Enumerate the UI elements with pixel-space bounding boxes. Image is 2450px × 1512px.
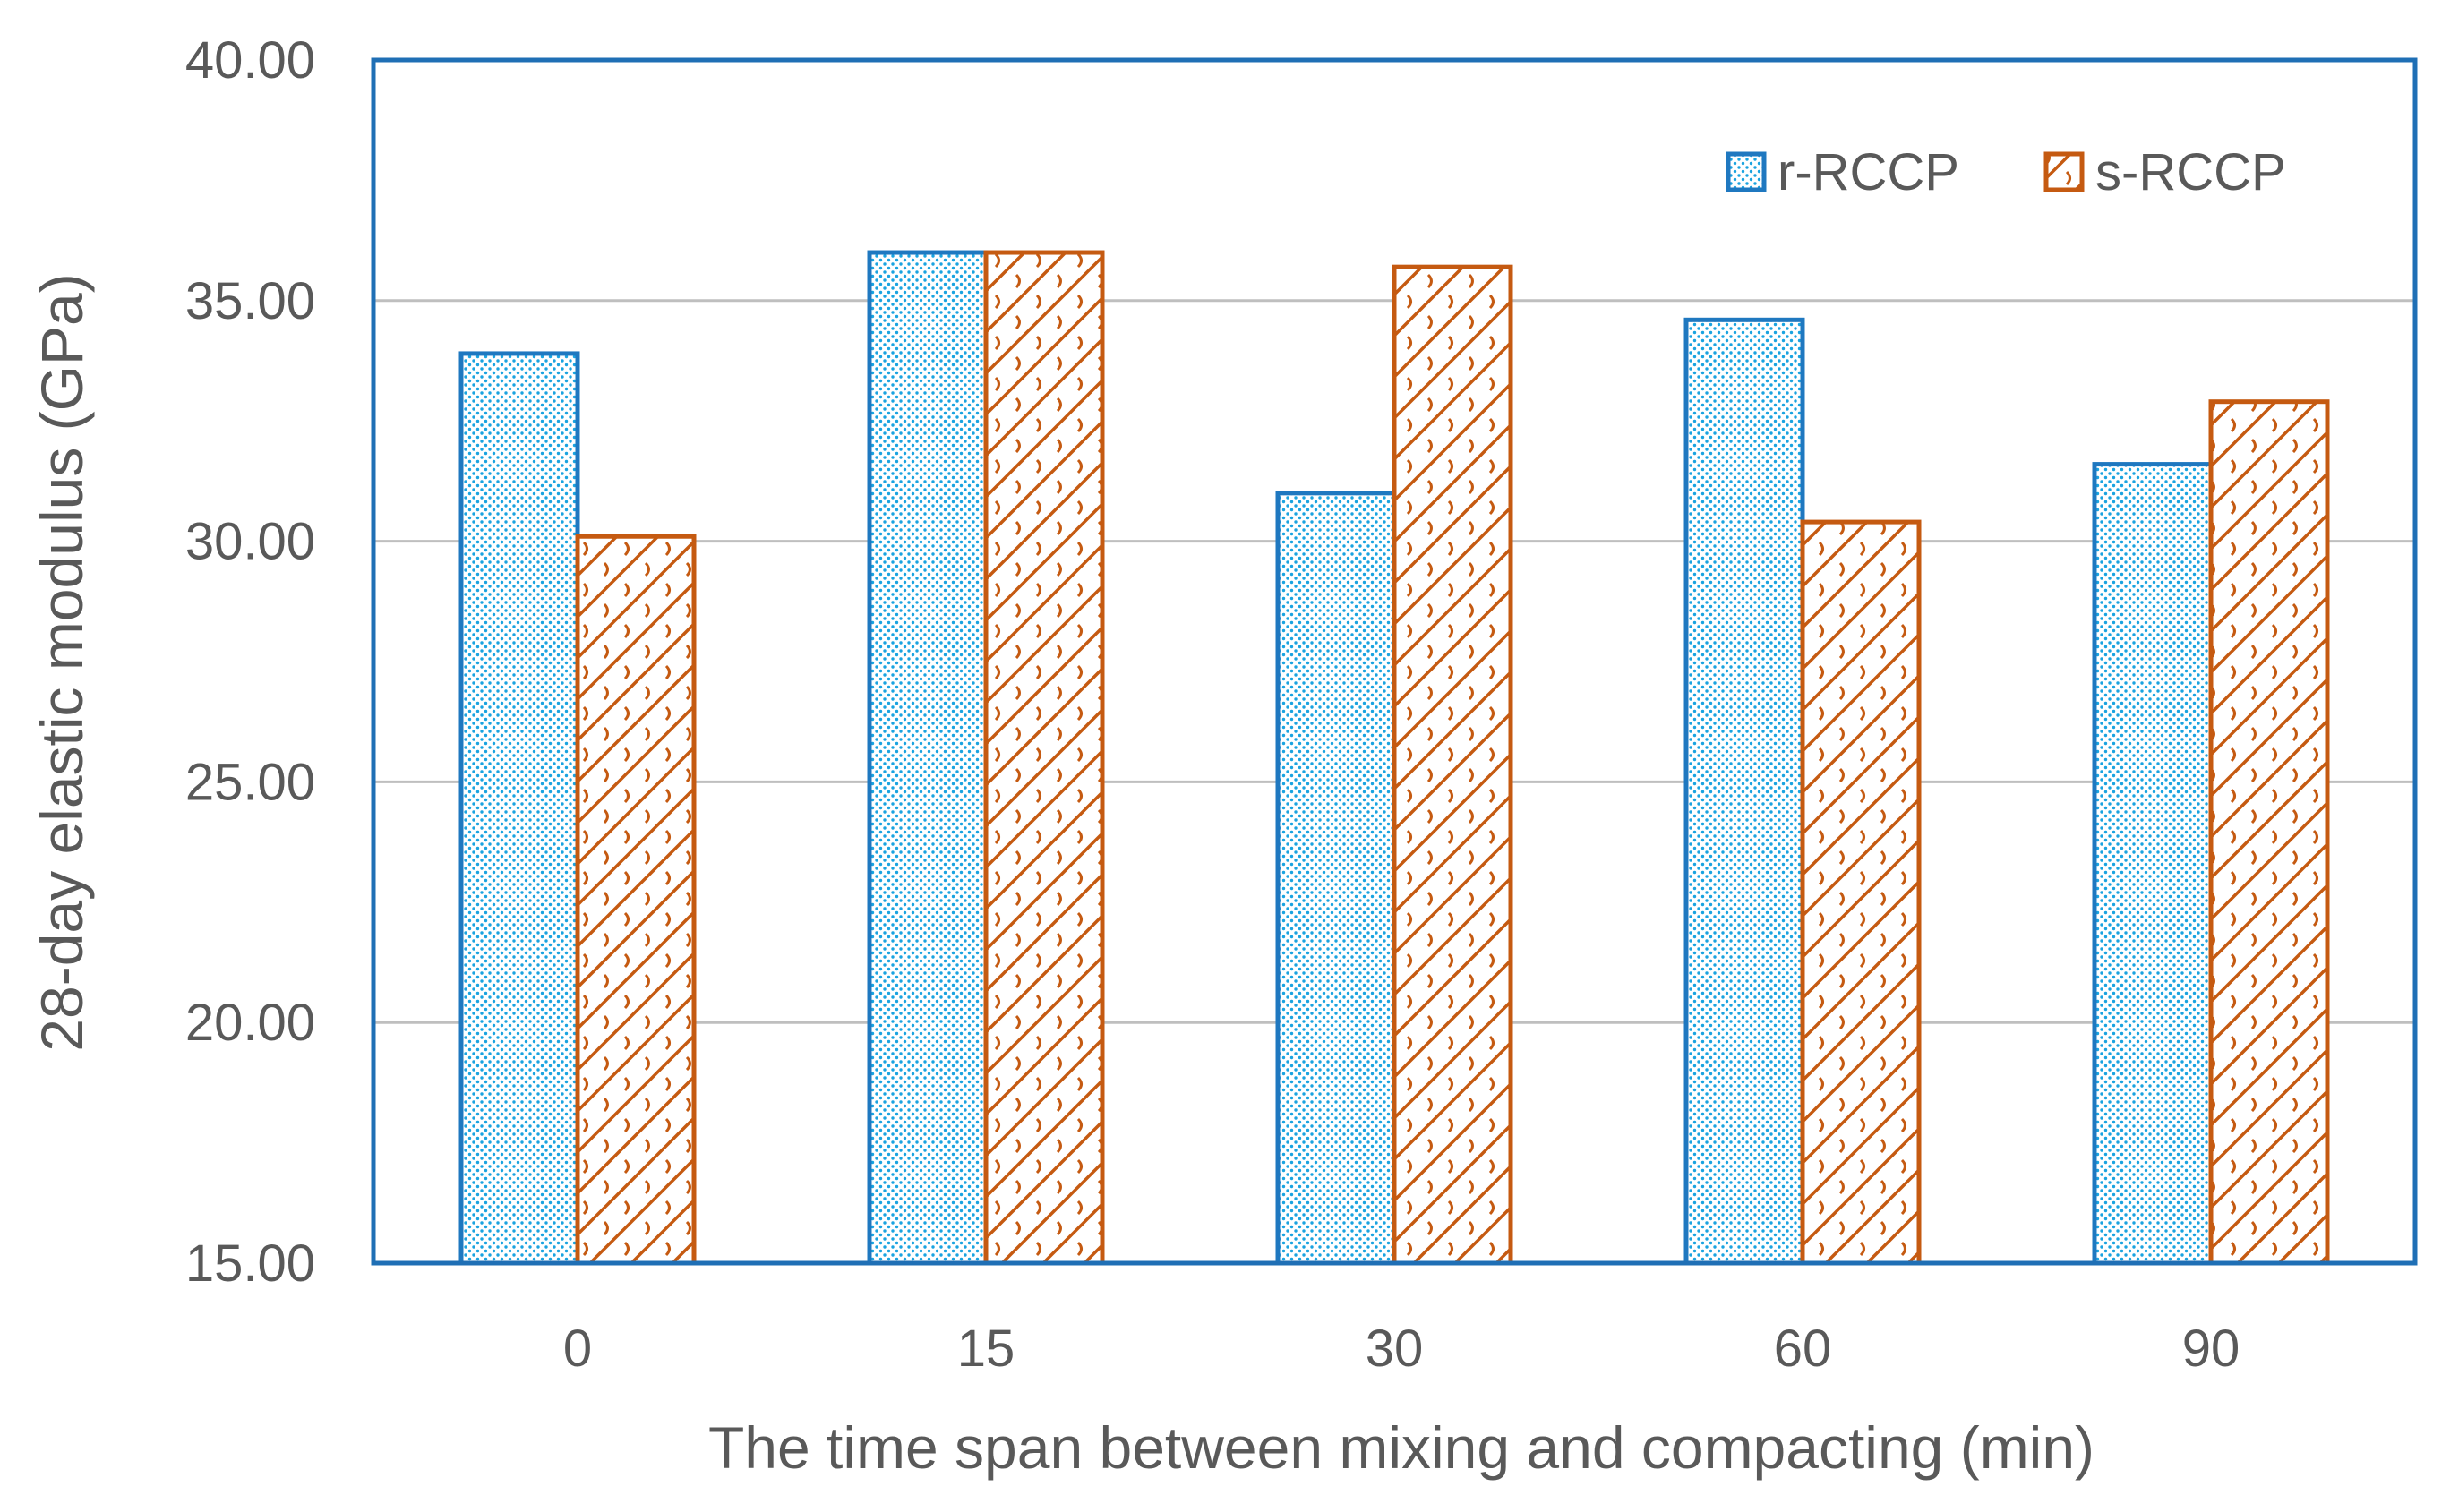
y-axis-ticks: 15.00 20.00 25.00 30.00 35.00 40.00 [185, 31, 315, 1293]
y-axis-title: 28-day elastic modulus (GPa) [29, 273, 95, 1051]
bar-s-RCCP-60 [1800, 519, 1922, 1266]
y-tick-label: 25.00 [185, 753, 315, 811]
y-tick-label: 15.00 [185, 1234, 315, 1293]
bar-r-RCCP-90 [2092, 462, 2214, 1266]
bar-r-RCCP-60 [1683, 317, 1805, 1266]
x-tick-label: 15 [957, 1320, 1015, 1378]
x-tick-label: 60 [1774, 1320, 1832, 1378]
bar-r-RCCP-0 [458, 351, 580, 1266]
legend-swatch-r-RCCP [1726, 151, 1767, 192]
y-tick-label: 30.00 [185, 513, 315, 571]
bar-s-RCCP-90 [2208, 399, 2330, 1266]
bars [458, 250, 2330, 1266]
bar-r-RCCP-30 [1275, 491, 1397, 1266]
bar-s-RCCP-0 [575, 534, 697, 1266]
y-tick-label: 35.00 [185, 272, 315, 330]
bar-s-RCCP-30 [1392, 264, 1513, 1266]
x-tick-label: 30 [1366, 1320, 1424, 1378]
legend-swatch-s-RCCP [2043, 151, 2085, 192]
x-axis-ticks: 0 15 30 60 90 [563, 1320, 2240, 1378]
legend: r-RCCP s-RCCP [1726, 143, 2286, 201]
bar-s-RCCP-15 [983, 250, 1105, 1266]
y-tick-label: 20.00 [185, 994, 315, 1052]
bar-r-RCCP-15 [867, 250, 989, 1266]
x-axis-title: The time span between mixing and compact… [708, 1414, 2094, 1481]
legend-label-r-RCCP: r-RCCP [1778, 143, 1959, 201]
y-tick-label: 40.00 [185, 31, 315, 90]
x-tick-label: 90 [2182, 1320, 2240, 1378]
legend-label-s-RCCP: s-RCCP [2095, 143, 2286, 201]
plot-area-frame [371, 57, 2418, 1266]
x-tick-label: 0 [563, 1320, 592, 1378]
